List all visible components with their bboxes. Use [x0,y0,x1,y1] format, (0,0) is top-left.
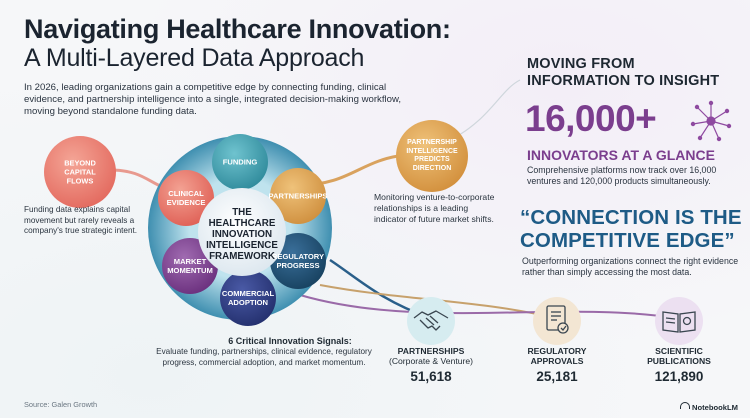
logo-icon [680,402,690,409]
intro-text: In 2026, leading organizations gain a co… [24,82,402,118]
book-icon [655,297,703,345]
stat-label-publications: SCIENTIFIC PUBLICATIONS [647,346,711,366]
regulatory-label: REGULATORY PROGRESS [271,252,325,270]
stat-value-publications: 121,890 [654,369,704,384]
commercial-label: COMMERCIAL ADOPTION [221,289,275,307]
page-subtitle: A Multi-Layered Data Approach [24,44,365,72]
innovators-number: 16,000+ [525,98,657,139]
framework-center [198,188,286,276]
partnerships-node [270,168,326,224]
partnership-text: Monitoring venture-to-corporate relation… [374,192,495,224]
partnerships-label: PARTNERSHIPS [268,191,328,201]
framework-wheel [148,134,332,326]
stat-value-partnerships: 51,618 [410,369,452,384]
clinical-label: CLINICAL EVIDENCE [166,189,206,207]
document-icon [533,297,581,345]
quote: “CONNECTION IS THE COMPETITIVE EDGE” [520,206,742,252]
beyond-capital-bubble [44,136,116,208]
innovators-heading: INNOVATORS AT A GLANCE [527,147,715,163]
clinical-node [158,170,214,226]
network-icon [690,100,732,142]
quote-text: Outperforming organizations connect the … [522,256,739,277]
funding-node [212,134,268,190]
beyond-capital-text: Funding data explains capital movement b… [24,205,138,235]
notebooklm-logo: NotebookLM [680,402,738,412]
framework-title: THE HEALTHCARE INNOVATION INTELLIGENCE F… [206,207,278,262]
commercial-node [220,270,276,326]
partnership-bubble-label: PARTNERSHIP INTELLIGENCE PREDICTS DIRECTIO… [406,138,458,172]
partnership-bubble [396,120,468,192]
insight-heading: MOVING FROM INFORMATION TO INSIGHT [527,56,720,89]
regulatory-node [270,233,326,289]
page-title: Navigating Healthcare Innovation: [24,14,451,44]
innovators-text: Comprehensive platforms now track over 1… [527,165,717,186]
stat-label-regulatory: REGULATORY APPROVALS [527,346,587,366]
source-note: Source: Galen Growth [24,400,98,409]
signals-title: 6 Critical Innovation Signals: [228,336,352,346]
stat-label-partnerships: PARTNERSHIPS (Corporate & Venture) [388,346,474,366]
signals-text: Evaluate funding, partnerships, clinical… [156,347,372,367]
grey-connector [449,79,521,141]
market-label: MARKET MOMENTUM [167,257,213,275]
handshake-icon [407,297,455,345]
beyond-capital-label: BEYOND CAPITAL FLOWS [64,158,96,186]
purple-connector [299,294,676,319]
funding-label: FUNDING [222,157,258,167]
stat-value-regulatory: 25,181 [536,369,578,384]
